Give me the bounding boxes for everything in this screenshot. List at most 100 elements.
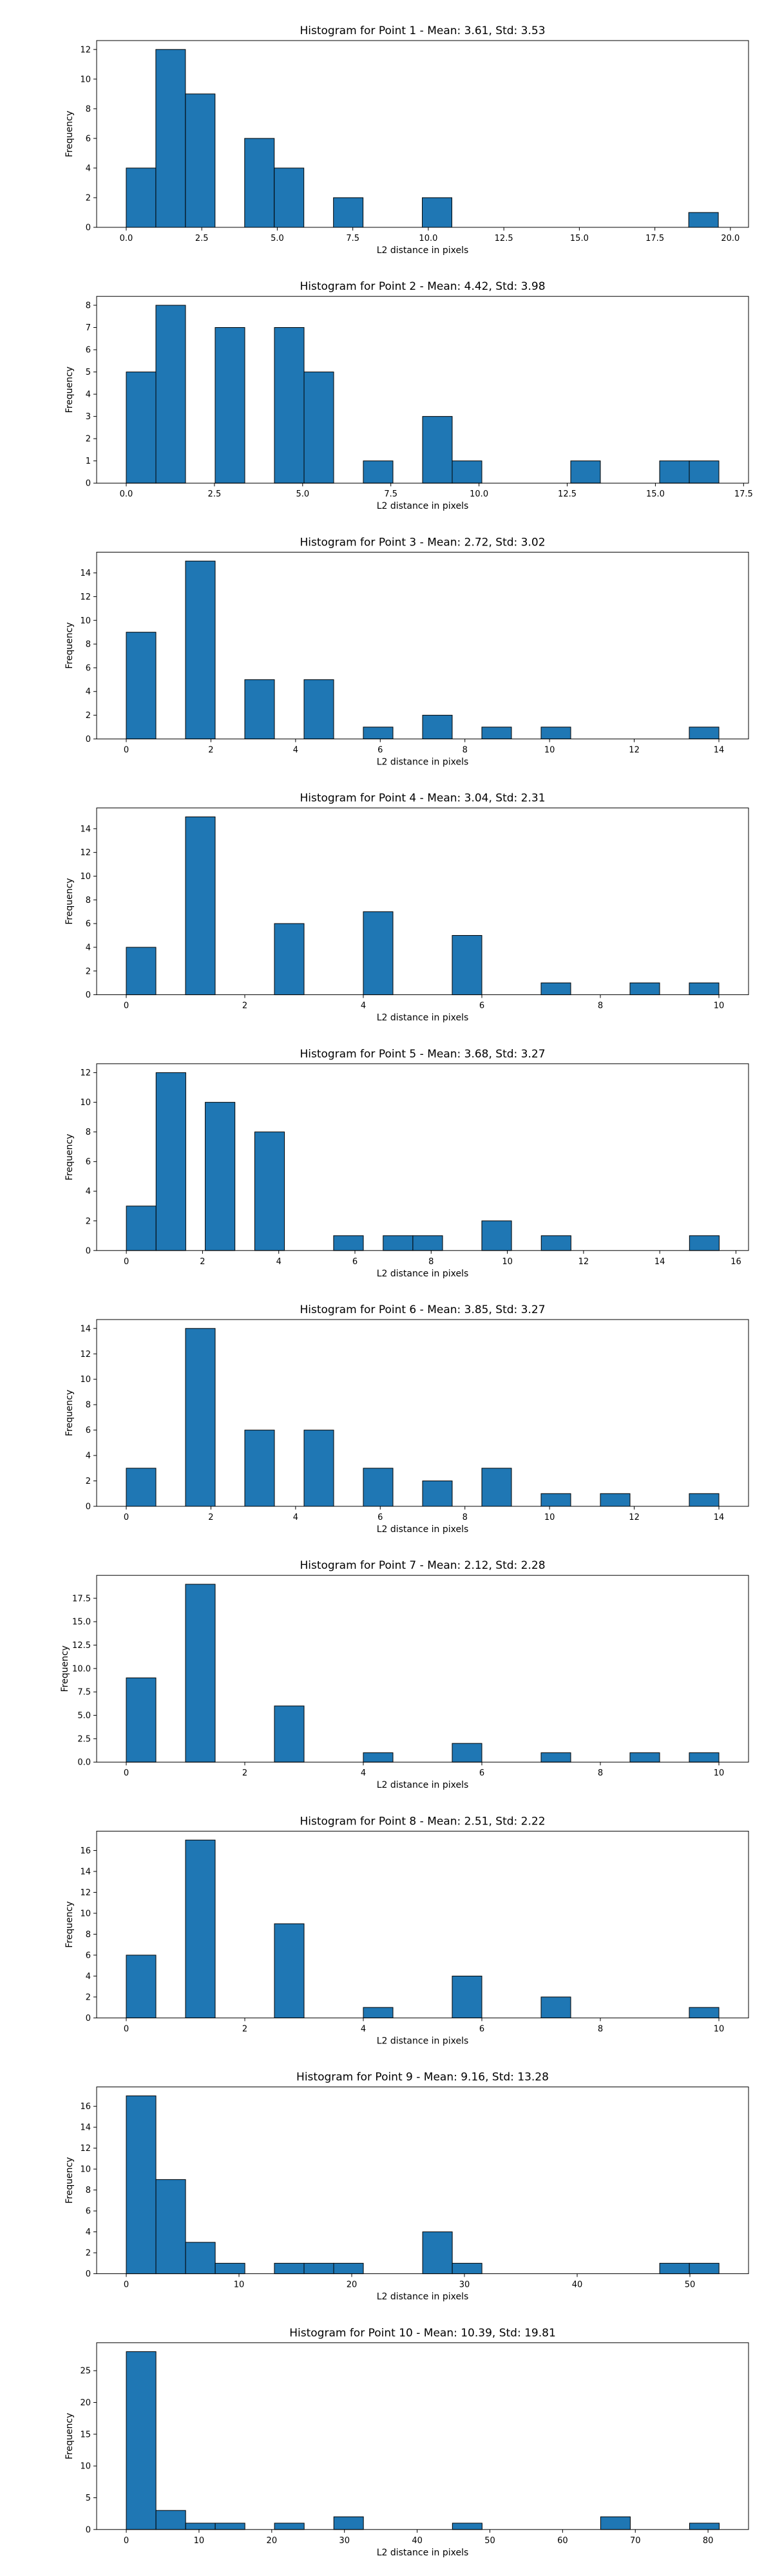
y-tick-label: 2: [86, 435, 91, 444]
chart-title: Histogram for Point 4 - Mean: 3.04, Std:…: [300, 792, 545, 805]
y-tick-label: 12: [80, 1888, 91, 1898]
x-tick-label: 40: [572, 2280, 583, 2290]
y-tick-label: 4: [86, 390, 91, 400]
histogram-bar: [274, 327, 305, 484]
histogram-bar: [452, 460, 482, 484]
y-tick-label: 7: [86, 323, 91, 333]
histogram-bar: [185, 560, 216, 739]
histogram-bar: [481, 726, 512, 739]
x-tick-label: 6: [377, 1513, 383, 1522]
x-tick-label: 10: [544, 745, 555, 755]
x-tick-label: 8: [463, 745, 468, 755]
histogram-bar: [422, 416, 453, 484]
y-tick-label: 2: [86, 1217, 91, 1226]
x-tick-label: 2: [242, 2024, 247, 2034]
histogram-bar: [570, 460, 601, 484]
histogram-bar: [452, 2523, 482, 2530]
x-tick-label: 50: [484, 2536, 495, 2546]
histogram-bar: [185, 1328, 216, 1507]
histogram-bar: [254, 1132, 285, 1251]
x-tick-label: 2: [242, 1001, 247, 1011]
bars: [126, 305, 720, 484]
histogram-bar: [688, 212, 719, 228]
histogram-bar: [126, 2095, 157, 2275]
x-tick-label: 0: [124, 1768, 129, 1778]
histogram-bar: [185, 93, 216, 228]
y-axis-label: Frequency: [64, 2413, 75, 2459]
y-axis-label: Frequency: [64, 111, 75, 157]
plot-frame: [96, 1830, 749, 2018]
y-tick-label: 4: [86, 1187, 91, 1197]
x-tick-label: 10: [194, 2536, 205, 2546]
histogram-bar: [274, 2262, 305, 2275]
histogram-bar: [126, 1677, 157, 1763]
y-tick-label: 12: [80, 848, 91, 858]
y-axis-label: Frequency: [64, 366, 75, 413]
y-tick-label: 6: [86, 920, 91, 929]
histogram-bar: [185, 1584, 216, 1763]
histogram-bar: [185, 2242, 216, 2275]
x-tick-label: 8: [598, 1001, 603, 1011]
x-tick-label: 0.0: [120, 489, 133, 499]
x-tick-label: 10: [544, 1513, 555, 1522]
x-tick-label: 20: [347, 2280, 358, 2290]
histogram-bar: [540, 1996, 571, 2018]
y-tick-label: 0: [86, 990, 91, 1000]
histogram-bar: [422, 2231, 453, 2275]
y-axis-label: Frequency: [60, 1645, 70, 1692]
y-tick-label: 12: [80, 592, 91, 602]
histogram-bar: [481, 1468, 512, 1507]
y-tick-label: 2: [86, 193, 91, 203]
x-tick-label: 0: [124, 745, 129, 755]
bars: [126, 1584, 720, 1763]
y-tick-label: 6: [86, 2207, 91, 2217]
y-tick-label: 5: [86, 2494, 91, 2503]
y-tick-label: 5: [86, 368, 91, 377]
x-axis-label: L2 distance in pixels: [377, 1013, 469, 1023]
y-tick-label: 20: [80, 2398, 91, 2408]
chart-title: Histogram for Point 10 - Mean: 10.39, St…: [289, 2327, 556, 2340]
histogram-panel-5: Histogram for Point 5 - Mean: 3.68, Std:…: [64, 1048, 749, 1279]
y-tick-label: 12: [80, 45, 91, 55]
x-tick-label: 10.0: [470, 489, 488, 499]
y-tick-label: 14: [80, 2123, 91, 2133]
x-tick-label: 10: [714, 1001, 725, 1011]
x-tick-label: 4: [361, 1001, 366, 1011]
histogram-bar: [659, 460, 690, 484]
y-tick-label: 12.5: [72, 1641, 91, 1651]
histogram-bar: [215, 327, 245, 484]
histogram-bar: [363, 2007, 394, 2018]
x-tick-label: 6: [352, 1257, 358, 1267]
histogram-bar: [689, 1493, 720, 1507]
x-tick-label: 0.0: [120, 234, 133, 243]
histogram-bar: [244, 679, 275, 739]
bars: [126, 560, 720, 739]
histogram-bar: [363, 460, 394, 484]
y-tick-label: 2: [86, 967, 91, 976]
plot-frame: [96, 40, 749, 228]
histogram-bar: [155, 1072, 186, 1251]
x-tick-label: 0: [124, 1257, 129, 1267]
bars: [126, 2095, 720, 2275]
x-tick-label: 5.0: [296, 489, 309, 499]
histogram-bar: [689, 1235, 720, 1251]
histogram-bar: [126, 632, 157, 739]
x-tick-label: 0: [124, 2024, 129, 2034]
chart-title: Histogram for Point 1 - Mean: 3.61, Std:…: [300, 24, 545, 37]
y-tick-label: 6: [86, 663, 91, 673]
histogram-bar: [422, 1481, 453, 1507]
y-tick-label: 8: [86, 640, 91, 650]
x-tick-label: 12.5: [558, 489, 577, 499]
histogram-bar: [333, 197, 364, 228]
histogram-bar: [333, 1235, 364, 1251]
histogram-bar: [481, 1220, 512, 1251]
x-tick-label: 7.5: [346, 234, 359, 243]
histogram-panel-3: Histogram for Point 3 - Mean: 2.72, Std:…: [64, 536, 749, 767]
histogram-bar: [689, 2007, 720, 2018]
y-tick-label: 4: [86, 1452, 91, 1461]
histogram-bar: [452, 1743, 482, 1763]
histogram-bar: [689, 2523, 720, 2530]
x-tick-label: 80: [703, 2536, 714, 2546]
y-tick-label: 8: [86, 1128, 91, 1137]
x-tick-label: 17.5: [734, 489, 753, 499]
